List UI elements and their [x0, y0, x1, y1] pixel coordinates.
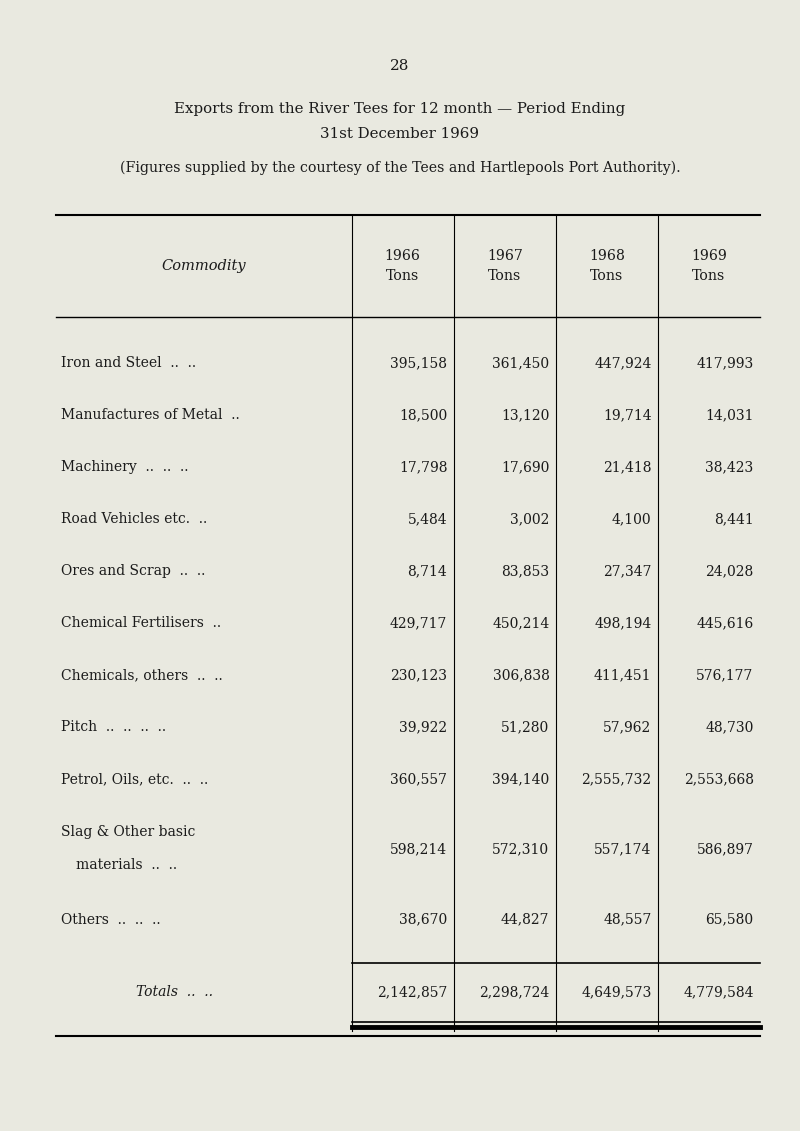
Text: 2,298,724: 2,298,724 — [479, 985, 550, 999]
Text: 14,031: 14,031 — [705, 408, 754, 422]
Text: 3,002: 3,002 — [510, 512, 550, 526]
Text: 598,214: 598,214 — [390, 843, 447, 856]
Text: Ores and Scrap  ..  ..: Ores and Scrap .. .. — [61, 564, 205, 578]
Text: 586,897: 586,897 — [697, 843, 754, 856]
Text: 48,557: 48,557 — [603, 913, 651, 926]
Text: 8,714: 8,714 — [408, 564, 447, 578]
Text: 395,158: 395,158 — [390, 356, 447, 370]
Text: 4,649,573: 4,649,573 — [581, 985, 651, 999]
Text: 4,779,584: 4,779,584 — [683, 985, 754, 999]
Text: Pitch  ..  ..  ..  ..: Pitch .. .. .. .. — [61, 720, 166, 734]
Text: 450,214: 450,214 — [492, 616, 550, 630]
Text: (Figures supplied by the courtesy of the Tees and Hartlepools Port Authority).: (Figures supplied by the courtesy of the… — [120, 161, 680, 175]
Text: 1969
Tons: 1969 Tons — [691, 249, 727, 283]
Text: 51,280: 51,280 — [501, 720, 550, 734]
Text: 27,347: 27,347 — [603, 564, 651, 578]
Text: 5,484: 5,484 — [408, 512, 447, 526]
Text: 19,714: 19,714 — [603, 408, 651, 422]
Text: 230,123: 230,123 — [390, 668, 447, 682]
Text: 429,717: 429,717 — [390, 616, 447, 630]
Text: 1967
Tons: 1967 Tons — [487, 249, 522, 283]
Text: 417,993: 417,993 — [696, 356, 754, 370]
Text: Manufactures of Metal  ..: Manufactures of Metal .. — [61, 408, 239, 422]
Text: 445,616: 445,616 — [696, 616, 754, 630]
Text: 447,924: 447,924 — [594, 356, 651, 370]
Text: 31st December 1969: 31st December 1969 — [321, 127, 479, 140]
Text: Others  ..  ..  ..: Others .. .. .. — [61, 913, 161, 926]
Text: Commodity: Commodity — [162, 259, 246, 273]
Text: Exports from the River Tees for 12 month — Period Ending: Exports from the River Tees for 12 month… — [174, 102, 626, 115]
Text: 576,177: 576,177 — [696, 668, 754, 682]
Text: 57,962: 57,962 — [603, 720, 651, 734]
Text: Machinery  ..  ..  ..: Machinery .. .. .. — [61, 460, 188, 474]
Text: 21,418: 21,418 — [603, 460, 651, 474]
Text: 360,557: 360,557 — [390, 772, 447, 786]
Text: Slag & Other basic: Slag & Other basic — [61, 824, 195, 839]
Text: 24,028: 24,028 — [706, 564, 754, 578]
Text: 39,922: 39,922 — [399, 720, 447, 734]
Text: Totals  ..  ..: Totals .. .. — [136, 985, 213, 999]
Text: 44,827: 44,827 — [501, 913, 550, 926]
Text: 83,853: 83,853 — [502, 564, 550, 578]
Text: Iron and Steel  ..  ..: Iron and Steel .. .. — [61, 356, 196, 370]
Text: 13,120: 13,120 — [501, 408, 550, 422]
Text: 1966
Tons: 1966 Tons — [385, 249, 421, 283]
Text: 394,140: 394,140 — [492, 772, 550, 786]
Text: 557,174: 557,174 — [594, 843, 651, 856]
Text: Chemical Fertilisers  ..: Chemical Fertilisers .. — [61, 616, 221, 630]
Text: 38,423: 38,423 — [706, 460, 754, 474]
Text: 2,142,857: 2,142,857 — [377, 985, 447, 999]
Text: 38,670: 38,670 — [399, 913, 447, 926]
Text: 28: 28 — [390, 59, 410, 72]
Text: Road Vehicles etc.  ..: Road Vehicles etc. .. — [61, 512, 207, 526]
Text: 411,451: 411,451 — [594, 668, 651, 682]
Text: 18,500: 18,500 — [399, 408, 447, 422]
Text: 17,690: 17,690 — [501, 460, 550, 474]
Text: materials  ..  ..: materials .. .. — [76, 858, 177, 872]
Text: 572,310: 572,310 — [492, 843, 550, 856]
Text: 48,730: 48,730 — [706, 720, 754, 734]
Text: Chemicals, others  ..  ..: Chemicals, others .. .. — [61, 668, 222, 682]
Text: 2,555,732: 2,555,732 — [582, 772, 651, 786]
Text: Petrol, Oils, etc.  ..  ..: Petrol, Oils, etc. .. .. — [61, 772, 208, 786]
Text: 306,838: 306,838 — [493, 668, 550, 682]
Text: 17,798: 17,798 — [399, 460, 447, 474]
Text: 1968
Tons: 1968 Tons — [589, 249, 625, 283]
Text: 361,450: 361,450 — [492, 356, 550, 370]
Text: 4,100: 4,100 — [612, 512, 651, 526]
Text: 2,553,668: 2,553,668 — [683, 772, 754, 786]
Text: 8,441: 8,441 — [714, 512, 754, 526]
Text: 65,580: 65,580 — [706, 913, 754, 926]
Text: 498,194: 498,194 — [594, 616, 651, 630]
